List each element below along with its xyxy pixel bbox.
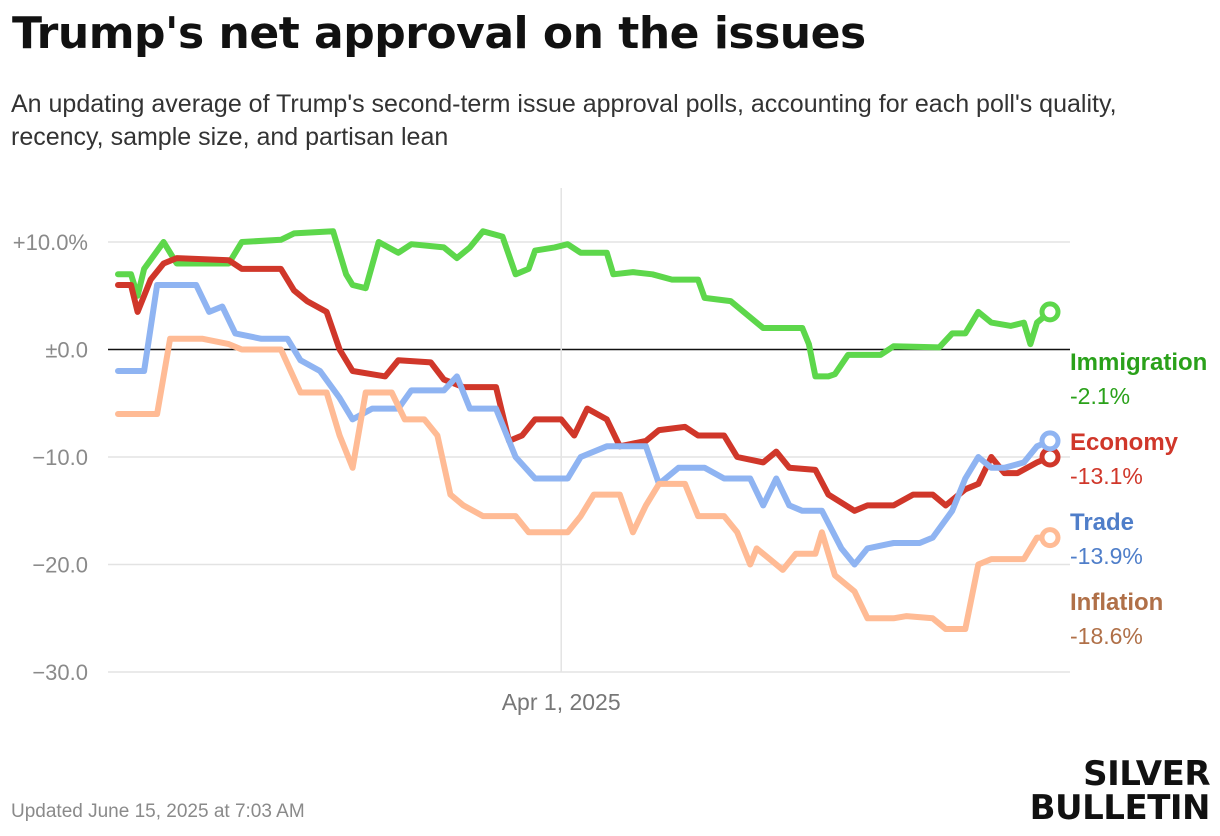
series-line-trade [115,282,1053,568]
series-line-inflation [115,335,1053,632]
series-lines [115,228,1061,632]
series-line-economy [115,255,1053,514]
end-marker-immigration [1039,301,1061,323]
y-tick-label: −10.0 [32,445,88,470]
series-value-inflation: -18.6% [1070,623,1143,649]
end-marker-trade [1039,430,1061,452]
logo-line-1: SILVER [1083,754,1210,794]
series-name-trade: Trade [1070,509,1134,536]
y-tick-label: ±0.0 [45,338,88,363]
chart-title: Trump's net approval on the issues [12,8,866,59]
series-name-immigration: Immigration [1070,349,1207,376]
x-tick-label: Apr 1, 2025 [502,689,621,715]
series-name-inflation: Inflation [1070,589,1163,616]
logo-line-2: BULLETIN [1029,788,1211,828]
end-marker-economy [1039,446,1061,468]
series-value-immigration: -2.1% [1070,383,1130,409]
chart-subtitle: An updating average of Trump's second-te… [11,90,1117,151]
silver-bulletin-logo: SILVER BULLETIN [1020,754,1211,828]
grid-lines [108,188,1070,673]
y-tick-label: +10.0% [13,230,88,255]
series-value-trade: -13.9% [1070,543,1143,569]
y-tick-label: −30.0 [32,660,88,685]
series-labels: Immigration -2.1% Economy -13.1% Trade -13.9%… [1070,349,1207,649]
axis-labels: +10.0% ±0.0 −10.0 −20.0 −30.0 Apr 1, 2025 [13,230,621,715]
y-tick-label: −20.0 [32,553,88,578]
series-value-economy: -13.1% [1070,463,1143,489]
series-line-immigration [115,228,1053,380]
end-marker-inflation [1039,527,1061,549]
updated-timestamp: Updated June 15, 2025 at 7:03 AM [11,801,305,822]
series-name-economy: Economy [1070,429,1179,456]
